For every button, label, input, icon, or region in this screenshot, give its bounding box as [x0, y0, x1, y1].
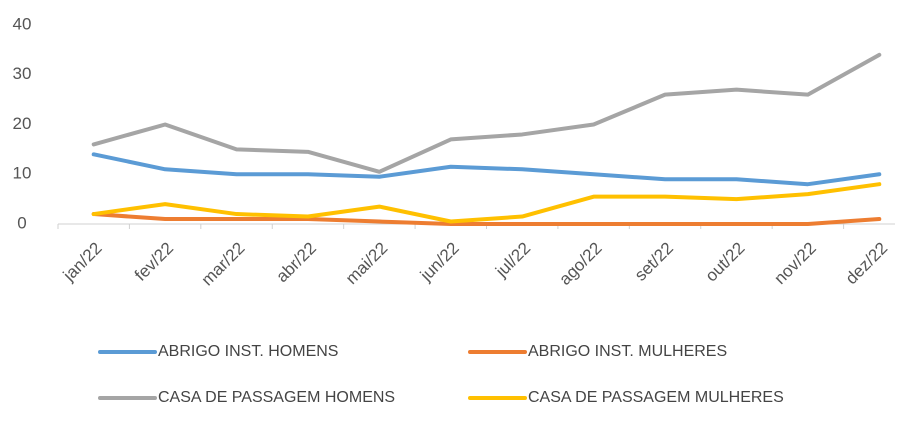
x-tick-label: mar/22 — [198, 239, 249, 290]
x-tick-label: out/22 — [702, 239, 749, 286]
legend-label: ABRIGO INST. HOMENS — [158, 343, 338, 360]
x-tick-label: jan/22 — [59, 239, 106, 286]
series-line — [91, 182, 882, 224]
legend-label: CASA DE PASSAGEM HOMENS — [158, 389, 395, 406]
y-tick-label: 0 — [17, 213, 26, 232]
x-tick-label: set/22 — [631, 239, 677, 285]
series-line — [91, 52, 882, 174]
y-tick-label: 20 — [13, 114, 32, 133]
y-tick-label: 40 — [13, 14, 32, 33]
series-line — [91, 212, 882, 226]
x-tick-label: nov/22 — [770, 239, 820, 289]
y-tick-label: 30 — [13, 64, 32, 83]
legend-label: CASA DE PASSAGEM MULHERES — [528, 389, 784, 406]
x-tick-label: jul/22 — [491, 239, 534, 282]
x-tick-label: ago/22 — [555, 239, 605, 289]
x-tick-label: abr/22 — [272, 239, 320, 287]
x-tick-label: mai/22 — [342, 239, 392, 289]
series-line — [91, 152, 882, 187]
legend-label: ABRIGO INST. MULHERES — [528, 343, 727, 360]
x-tick-label: jun/22 — [416, 239, 463, 286]
y-tick-label: 10 — [13, 164, 32, 183]
x-tick-label: fev/22 — [131, 239, 177, 285]
x-tick-label: dez/22 — [842, 239, 892, 289]
